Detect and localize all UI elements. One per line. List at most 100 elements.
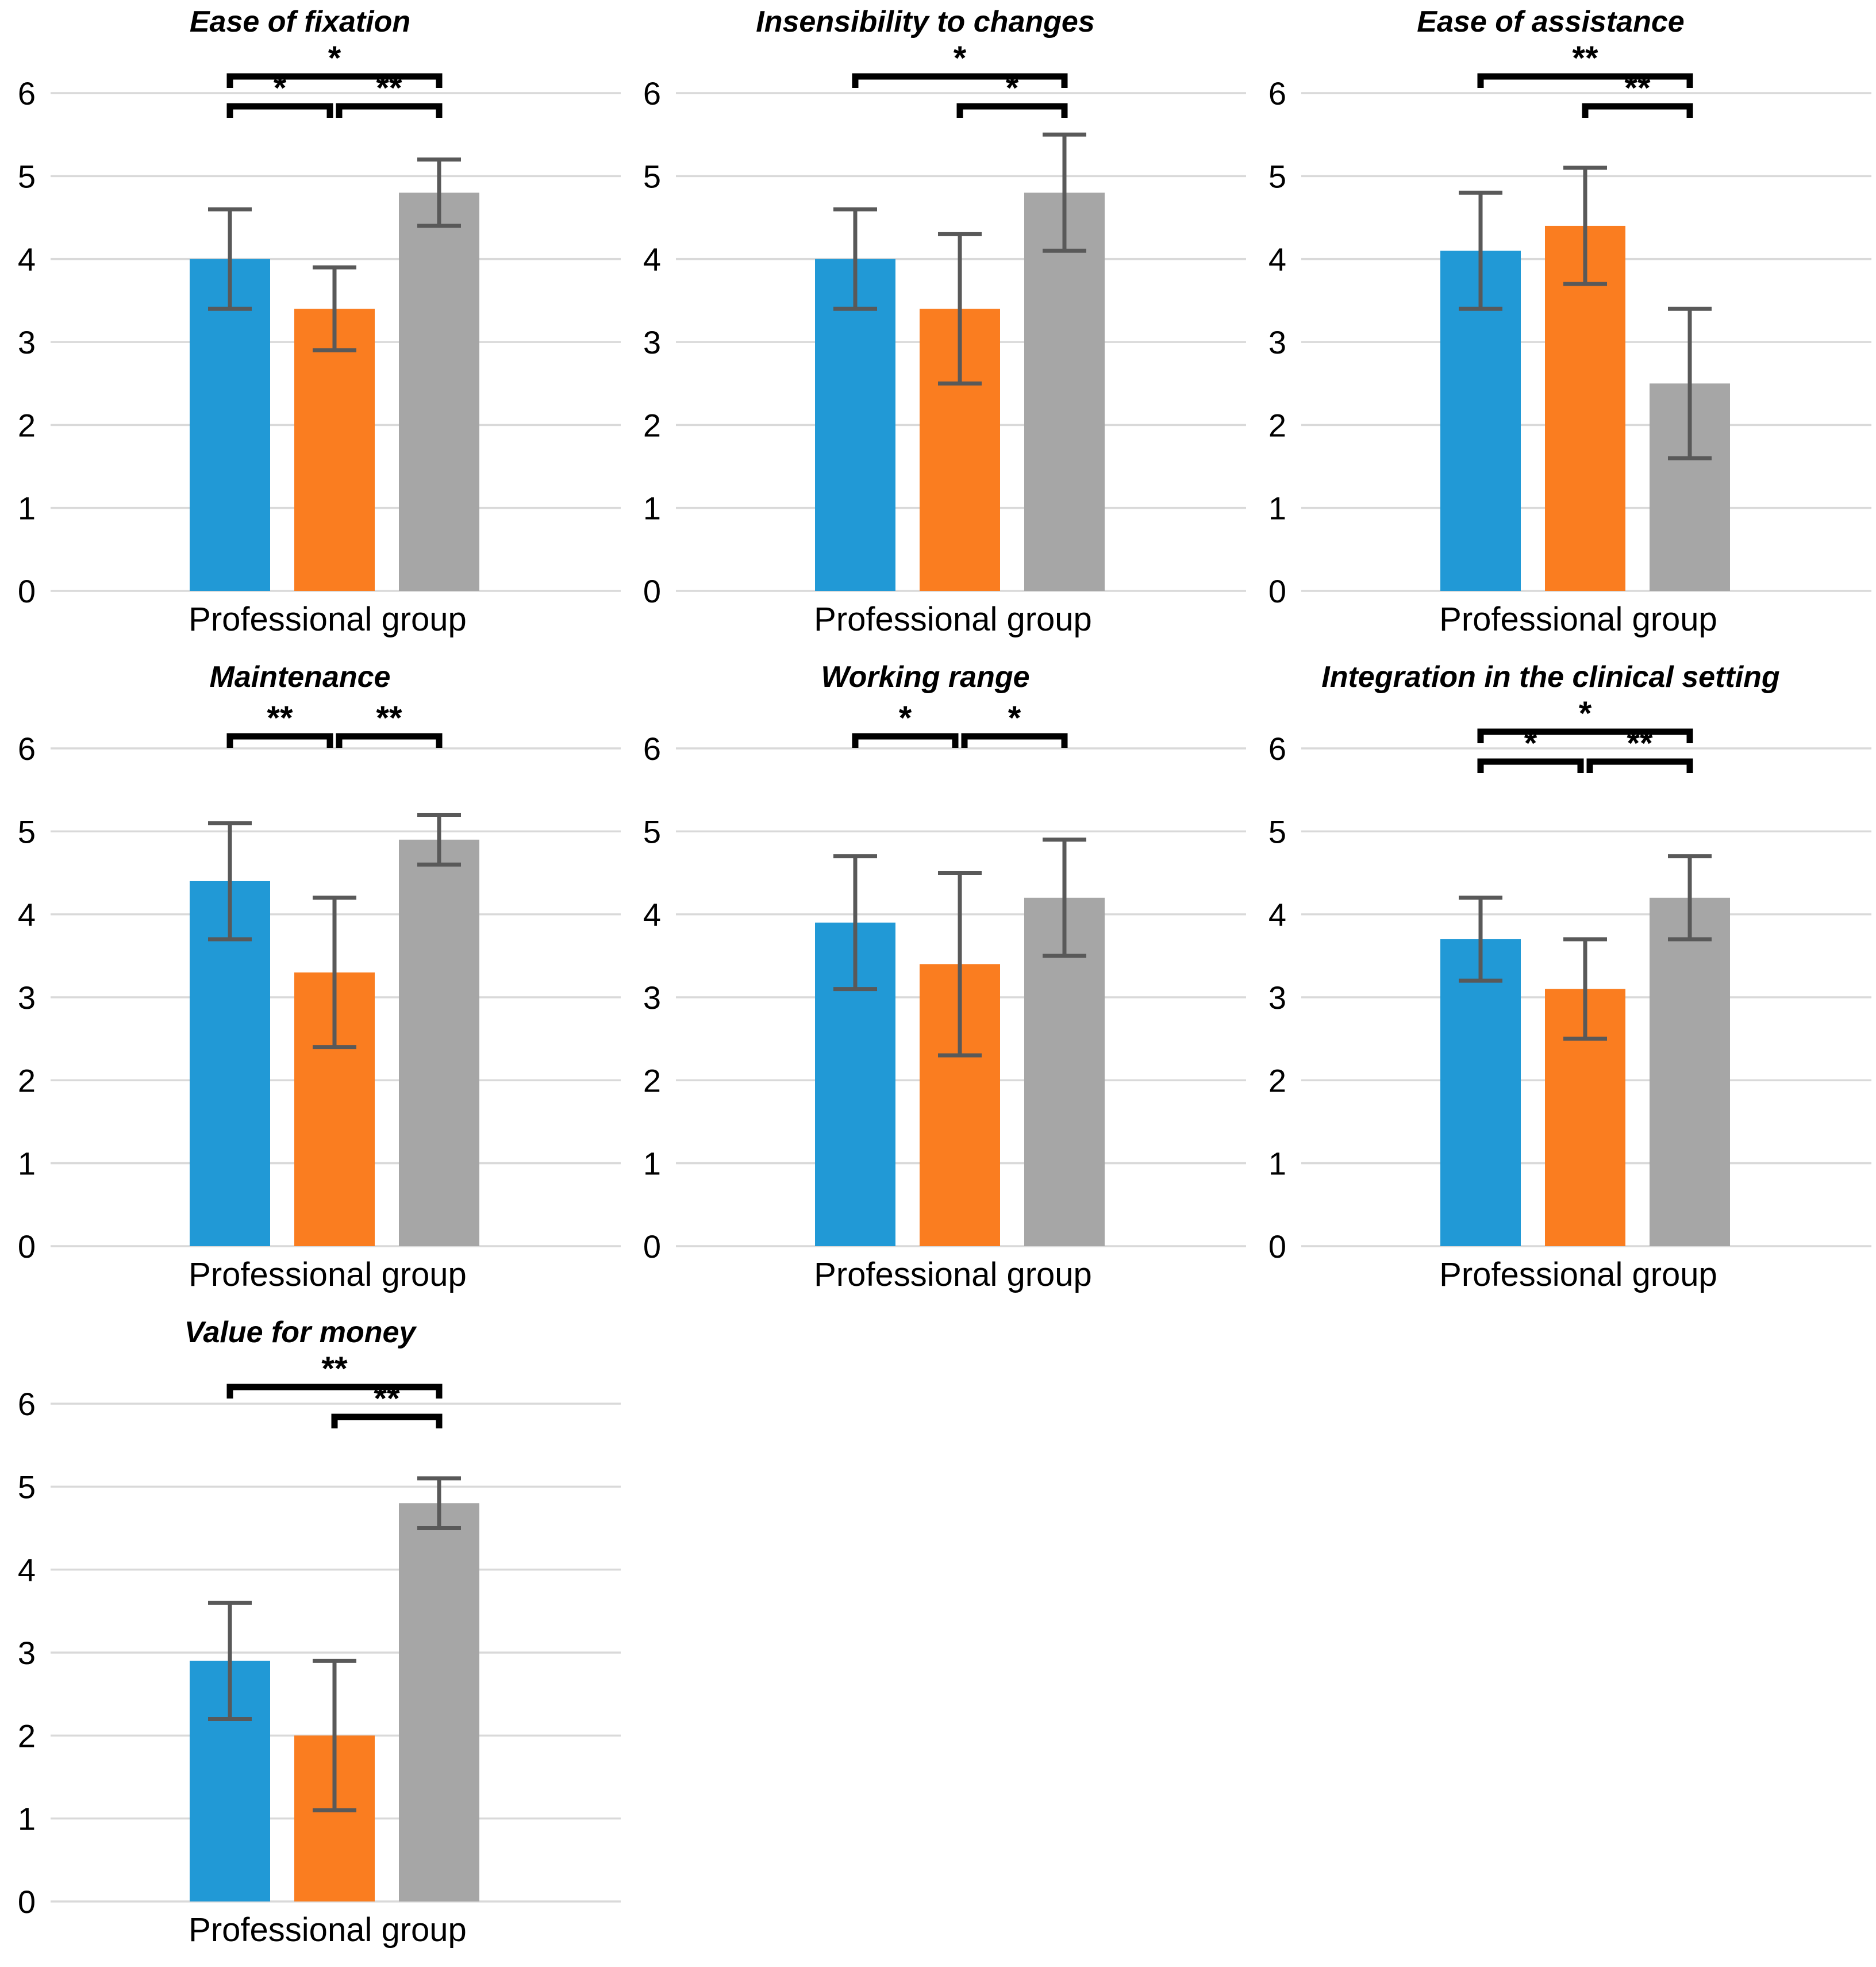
chart-title: Ease of assistance bbox=[1417, 5, 1684, 39]
chart-title: Working range bbox=[821, 660, 1029, 694]
y-tick-label: 4 bbox=[18, 1552, 36, 1588]
y-tick-label: 5 bbox=[18, 158, 36, 194]
x-axis-label: Professional group bbox=[814, 601, 1092, 638]
significance-label: ** bbox=[374, 1380, 400, 1417]
significance-bracket bbox=[226, 103, 333, 118]
chart-integration-clinical-setting: 0 1 2 3 4 5 6 * * ** Integration in the clinical s… bbox=[1251, 655, 1876, 1311]
y-tick-label: 3 bbox=[1268, 979, 1286, 1016]
significance-bracket bbox=[1582, 103, 1693, 118]
bar-chart-svg: 0 1 2 3 4 5 6 * * Working range Professional group bbox=[643, 660, 1246, 1293]
y-tick-label: 4 bbox=[18, 897, 36, 933]
significance-label: * bbox=[1579, 695, 1592, 732]
bar bbox=[1024, 193, 1105, 591]
significance-bracket bbox=[336, 103, 443, 118]
y-tick-label: 4 bbox=[18, 241, 36, 278]
significance-bracket bbox=[226, 1384, 443, 1399]
y-tick-label: 4 bbox=[643, 897, 661, 933]
bar bbox=[1440, 939, 1521, 1246]
y-tick-label: 5 bbox=[1268, 158, 1286, 194]
x-axis-label: Professional group bbox=[189, 1256, 467, 1293]
y-tick-label: 3 bbox=[18, 979, 36, 1016]
significance-label: * bbox=[1524, 725, 1537, 762]
y-tick-label: 2 bbox=[18, 1062, 36, 1098]
y-tick-label: 5 bbox=[18, 1469, 36, 1505]
significance-bracket bbox=[336, 733, 443, 748]
y-tick-label: 4 bbox=[643, 241, 661, 278]
x-axis-label: Professional group bbox=[814, 1256, 1092, 1293]
chart-ease-of-assistance: 0 1 2 3 4 5 6 ** ** Ease of assistance Professiona… bbox=[1251, 0, 1876, 655]
y-tick-label: 0 bbox=[643, 573, 661, 609]
y-tick-label: 2 bbox=[18, 407, 36, 443]
significance-label: ** bbox=[1572, 40, 1598, 77]
y-tick-label: 1 bbox=[18, 1146, 36, 1182]
y-tick-label: 1 bbox=[1268, 1146, 1286, 1182]
significance-bracket bbox=[226, 733, 333, 748]
significance-bracket bbox=[1477, 73, 1693, 88]
y-tick-label: 5 bbox=[643, 813, 661, 850]
significance-label: ** bbox=[1627, 725, 1653, 762]
y-tick-label: 4 bbox=[1268, 241, 1286, 278]
significance-bracket bbox=[961, 733, 1068, 748]
significance-label: * bbox=[1006, 70, 1019, 107]
y-tick-label: 3 bbox=[1268, 324, 1286, 360]
significance-bracket bbox=[852, 733, 959, 748]
bar bbox=[399, 1503, 479, 1901]
y-tick-label: 4 bbox=[1268, 897, 1286, 933]
y-tick-label: 6 bbox=[18, 1386, 36, 1422]
y-tick-label: 6 bbox=[643, 731, 661, 767]
bar bbox=[1545, 225, 1625, 591]
y-tick-label: 3 bbox=[18, 1635, 36, 1671]
bar bbox=[399, 839, 479, 1246]
significance-bracket bbox=[226, 73, 443, 88]
significance-label: ** bbox=[267, 700, 293, 737]
significance-label: * bbox=[899, 700, 912, 737]
chart-title: Ease of fixation bbox=[190, 5, 410, 39]
bar bbox=[1650, 897, 1730, 1246]
y-tick-label: 6 bbox=[18, 75, 36, 112]
y-tick-label: 1 bbox=[643, 490, 661, 527]
y-tick-label: 3 bbox=[18, 324, 36, 360]
x-axis-label: Professional group bbox=[189, 601, 467, 638]
significance-label: * bbox=[328, 40, 341, 77]
y-tick-label: 1 bbox=[18, 490, 36, 527]
x-axis-label: Professional group bbox=[1439, 1256, 1717, 1293]
bar bbox=[815, 259, 895, 591]
y-tick-label: 0 bbox=[643, 1228, 661, 1265]
significance-label: * bbox=[1008, 700, 1021, 737]
chart-title: Integration in the clinical setting bbox=[1321, 660, 1779, 694]
y-tick-label: 2 bbox=[1268, 1062, 1286, 1098]
chart-ease-of-fixation: 0 1 2 3 4 5 6 * * ** Ease of fixation Professional … bbox=[0, 0, 625, 655]
y-tick-label: 2 bbox=[1268, 407, 1286, 443]
chart-maintenance: 0 1 2 3 4 5 6 ** ** Maintenance Professional group bbox=[0, 655, 625, 1311]
y-tick-label: 0 bbox=[1268, 1228, 1286, 1265]
bar bbox=[190, 259, 270, 591]
y-tick-label: 3 bbox=[643, 979, 661, 1016]
y-tick-label: 0 bbox=[18, 1884, 36, 1920]
y-tick-label: 6 bbox=[1268, 731, 1286, 767]
y-tick-label: 2 bbox=[643, 1062, 661, 1098]
y-tick-label: 2 bbox=[18, 1718, 36, 1754]
significance-bracket bbox=[956, 103, 1068, 118]
x-axis-label: Professional group bbox=[1439, 601, 1717, 638]
significance-label: ** bbox=[321, 1350, 348, 1388]
chart-title: Maintenance bbox=[210, 660, 391, 694]
y-tick-label: 6 bbox=[18, 731, 36, 767]
chart-working-range: 0 1 2 3 4 5 6 * * Working range Professional group bbox=[625, 655, 1251, 1311]
significance-bracket bbox=[1477, 728, 1693, 743]
significance-label: * bbox=[274, 70, 287, 107]
y-tick-label: 1 bbox=[1268, 490, 1286, 527]
bar bbox=[190, 881, 270, 1246]
significance-label: ** bbox=[1624, 70, 1651, 107]
chart-value-for-money: 0 1 2 3 4 5 6 ** ** Value for money Professional g… bbox=[0, 1311, 625, 1966]
bar bbox=[294, 309, 375, 591]
y-tick-label: 5 bbox=[1268, 813, 1286, 850]
y-tick-label: 0 bbox=[1268, 573, 1286, 609]
y-tick-label: 5 bbox=[18, 813, 36, 850]
y-tick-label: 3 bbox=[643, 324, 661, 360]
